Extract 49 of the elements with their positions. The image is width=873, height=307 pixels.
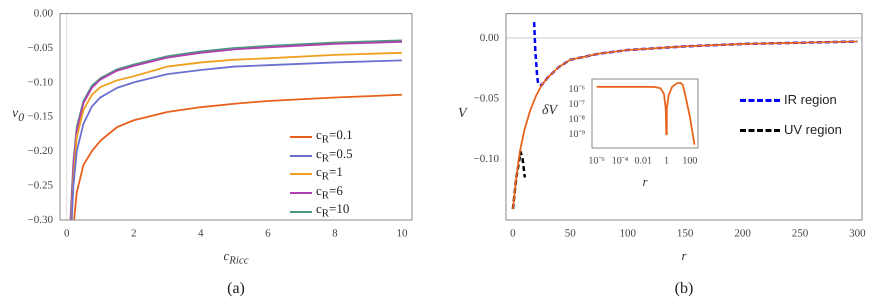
y-tick-label: −0.25 [28, 179, 54, 192]
legend-label: c$_{R}$=10 [316, 201, 350, 221]
x-tick-label: 100 [619, 227, 636, 240]
x-tick-label: 10⁻⁴ [612, 156, 629, 167]
y-tick-label: 10⁻⁸ [568, 114, 586, 125]
legend-label: c$_{R}$=0.1 [316, 127, 353, 147]
x-tick-label: 150 [676, 227, 694, 240]
x-axis-title: r [680, 248, 688, 264]
line-series [512, 150, 526, 210]
x-tick-label: 10 [396, 227, 408, 240]
x-tick-label: 50 [564, 227, 576, 240]
x-tick-label: 250 [792, 227, 809, 240]
x-tick-label: 300 [849, 227, 866, 240]
x-tick-label: 0.01 [634, 156, 652, 167]
x-tick-label: 6 [265, 227, 272, 240]
x-tick-label: 8 [332, 227, 338, 240]
y-tick-label: −0.10 [474, 153, 500, 166]
x-tick-label: 4 [198, 227, 204, 240]
x-axis-title: r [641, 174, 649, 190]
text: (b) [674, 280, 694, 298]
y-tick-label: −0.20 [28, 145, 54, 158]
legend-label: c$_{R}$=1 [316, 164, 343, 184]
line-series [532, 20, 859, 86]
x-tick-label: 1 [664, 156, 670, 167]
y-tick-label: −0.30 [28, 214, 54, 226]
y-tick-label: 10⁻⁹ [568, 128, 586, 140]
legend-label: IR region [784, 91, 837, 109]
y-tick-label: 0.00 [480, 32, 500, 44]
x-tick-label: 200 [734, 227, 752, 240]
x-tick-label: 2 [131, 227, 136, 240]
y-axis-title: v$_{0}$ [12, 106, 24, 124]
x-tick-label: 0 [64, 227, 70, 240]
text: (a) [226, 280, 246, 298]
x-axis-title: c$_{Ricc}$ [222, 248, 250, 267]
x-tick-label: 10⁻⁶ [588, 156, 606, 167]
y-tick-label: 0.00 [34, 7, 54, 20]
y-tick-label: −0.15 [28, 110, 54, 123]
legend-label: c$_{R}$=0.5 [316, 146, 353, 166]
y-tick-label: −0.10 [28, 76, 54, 88]
y-tick-label: −0.05 [474, 92, 500, 104]
y-tick-label: 10⁻⁶ [568, 84, 586, 96]
y-tick-label: −0.05 [28, 42, 54, 54]
x-tick-label: 100 [682, 156, 698, 167]
legend-label: UV region [784, 121, 842, 139]
x-tick-label: 0 [510, 227, 516, 240]
y-tick-label: 10⁻⁷ [568, 99, 586, 110]
y-axis-title: V [458, 106, 467, 122]
legend-label: c$_{R}$=6 [316, 182, 343, 202]
y-axis-title: δV [542, 103, 558, 119]
